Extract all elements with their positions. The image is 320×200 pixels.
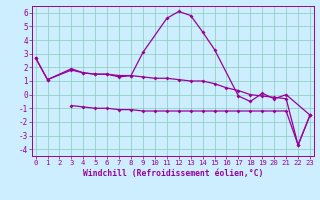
X-axis label: Windchill (Refroidissement éolien,°C): Windchill (Refroidissement éolien,°C): [83, 169, 263, 178]
